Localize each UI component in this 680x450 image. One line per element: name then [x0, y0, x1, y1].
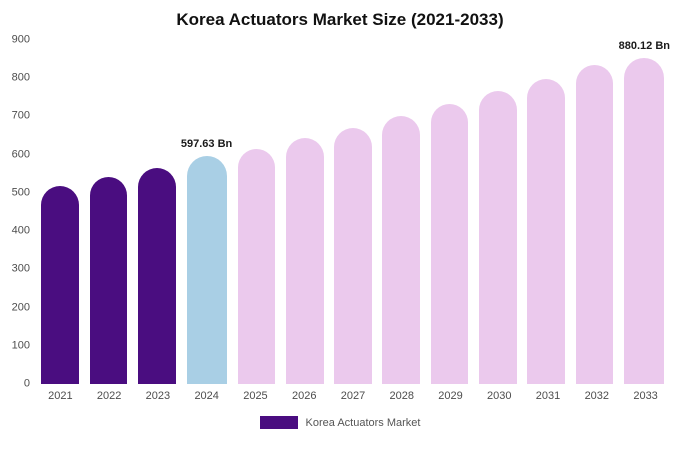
x-tick-label-2021: 2021	[48, 390, 73, 402]
y-tick-label: 100	[11, 339, 30, 352]
bar-2022	[89, 177, 128, 384]
bar-chart: 0 100 200 300 400 500 600 700 800 900 597.63 Bn 88…	[6, 34, 670, 389]
bar-column-2028	[377, 40, 425, 384]
x-tick-label-2027: 2027	[340, 390, 366, 402]
bar-2029	[430, 103, 469, 384]
bar-column-2033: 880.12 Bn	[619, 40, 670, 384]
x-tick-label-2023: 2023	[145, 390, 171, 402]
bar-column-2021	[36, 40, 84, 384]
x-tick-label-2028: 2028	[389, 390, 414, 402]
legend-swatch	[259, 416, 298, 429]
y-tick-label: 500	[11, 186, 30, 199]
x-tick-label-2030: 2030	[487, 390, 512, 402]
bar-2023	[137, 167, 176, 384]
y-tick-label: 700	[11, 109, 30, 122]
data-label-2024: 597.63 Bn	[180, 137, 233, 150]
x-tick-label-2025: 2025	[243, 390, 268, 402]
bar-column-2027	[329, 40, 377, 384]
y-tick-label: 200	[11, 301, 30, 314]
legend-label: Korea Actuators Market	[305, 416, 421, 429]
bar-2026	[285, 138, 324, 384]
bar-column-2023	[133, 40, 181, 384]
bar-column-2026	[281, 40, 329, 384]
y-tick-label: 300	[11, 262, 30, 275]
bar-column-2025	[232, 40, 280, 384]
x-tick-label-2031: 2031	[535, 390, 561, 402]
bar-column-2030	[474, 40, 522, 384]
chart-title: Korea Actuators Market Size (2021-2033)	[176, 10, 504, 29]
bar-2021	[41, 186, 79, 384]
x-tick-label-2024: 2024	[194, 390, 219, 402]
bar-2027	[334, 127, 372, 384]
y-axis: 0 100 200 300 400 500 600 700 800 900	[6, 34, 36, 389]
x-axis: 2021 2022 2023 2024 2025 2026 2027 2028 2029 2030…	[36, 390, 670, 402]
x-tick-label-2026: 2026	[291, 390, 317, 402]
legend: Korea Actuators Market	[0, 416, 680, 429]
bar-2033	[624, 58, 665, 384]
x-tick-label-2022: 2022	[96, 390, 122, 402]
bar-2030	[479, 91, 517, 384]
x-tick-label-2032: 2032	[584, 390, 610, 402]
bar-2031	[527, 78, 566, 384]
bar-2032	[575, 65, 614, 384]
y-tick-label: 600	[11, 148, 30, 161]
y-tick-label: 0	[23, 377, 30, 390]
bar-2025	[237, 148, 276, 384]
y-tick-label: 900	[11, 33, 30, 46]
bar-column-2031	[522, 40, 570, 384]
bar-column-2024: 597.63 Bn	[181, 40, 232, 384]
bar-column-2032	[570, 40, 618, 384]
bar-2028	[382, 116, 421, 384]
bar-column-2022	[84, 40, 132, 384]
bar-column-2029	[425, 40, 473, 384]
plot-area: 597.63 Bn 880.12 Bn	[36, 40, 670, 384]
x-tick-label-2033: 2033	[633, 390, 658, 402]
y-tick-label: 800	[11, 71, 30, 84]
x-tick-label-2029: 2029	[438, 390, 463, 402]
data-label-2033: 880.12 Bn	[618, 40, 671, 52]
y-tick-label: 400	[11, 224, 30, 237]
bar-2024	[186, 155, 227, 384]
